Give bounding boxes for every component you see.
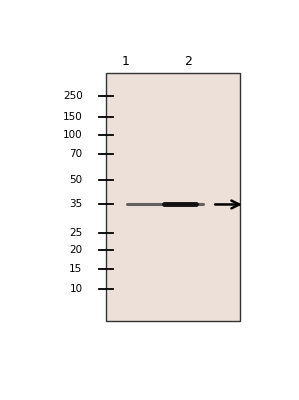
Text: 20: 20 [69,245,83,255]
Text: 2: 2 [184,55,192,68]
Text: 15: 15 [69,264,83,274]
Text: 25: 25 [69,228,83,238]
Text: 250: 250 [63,91,83,101]
Text: 50: 50 [69,175,83,185]
Text: 100: 100 [63,130,83,140]
Text: 1: 1 [121,55,129,68]
Text: 10: 10 [69,284,83,294]
Text: 35: 35 [69,200,83,210]
Bar [106,73,240,320]
Text: 70: 70 [69,149,83,159]
Text: 150: 150 [63,112,83,122]
